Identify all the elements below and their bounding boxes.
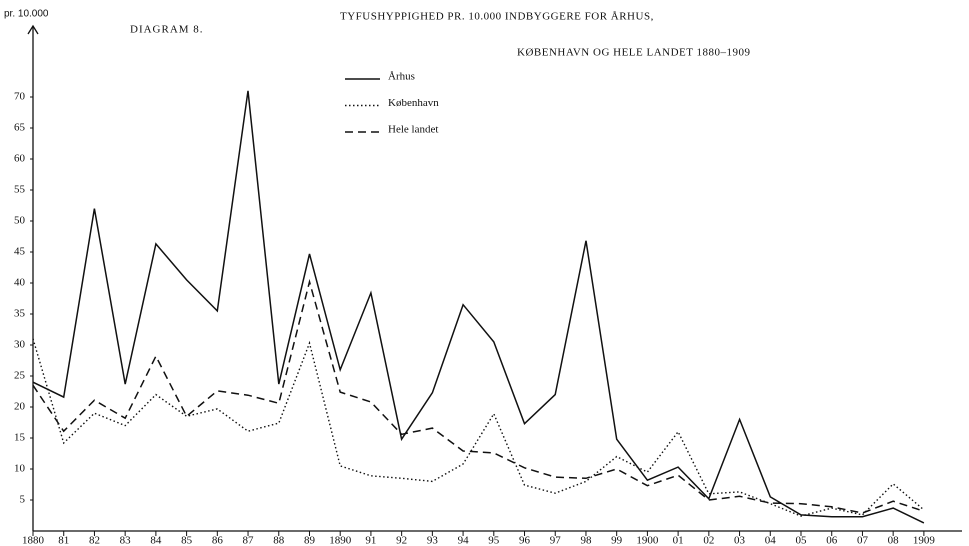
x-tick-label: 07 xyxy=(857,535,869,546)
y-tick-label: 10 xyxy=(14,463,26,475)
x-tick-label: 99 xyxy=(611,535,623,546)
x-tick-label: 1909 xyxy=(913,535,936,546)
x-tick-label: 95 xyxy=(488,535,500,546)
x-tick-label: 89 xyxy=(304,535,316,546)
x-tick-label: 94 xyxy=(458,535,470,546)
x-tick-label: 96 xyxy=(519,535,531,546)
series-line xyxy=(32,338,925,517)
x-tick-label: 92 xyxy=(396,535,407,546)
x-tick-label: 08 xyxy=(888,535,900,546)
y-tick-label: 45 xyxy=(14,246,26,258)
y-tick-label: 55 xyxy=(14,184,26,196)
x-tick-label: 83 xyxy=(120,535,132,546)
x-tick-label: 04 xyxy=(765,535,777,546)
y-tick-label: 20 xyxy=(14,401,26,413)
x-tick-label: 1880 xyxy=(22,535,45,546)
x-tick-label: 06 xyxy=(826,535,838,546)
x-tick-label: 01 xyxy=(673,535,684,546)
x-tick-label: 05 xyxy=(796,535,808,546)
x-tick-label: 93 xyxy=(427,535,439,546)
y-tick-label: 30 xyxy=(14,339,26,351)
y-tick-label: 35 xyxy=(14,308,26,320)
x-tick-label: 84 xyxy=(150,535,162,546)
y-tick-label: 70 xyxy=(14,91,26,103)
x-tick-label: 98 xyxy=(580,535,592,546)
y-tick-label: 50 xyxy=(14,215,26,227)
x-tick-label: 87 xyxy=(243,535,255,546)
x-tick-label: 88 xyxy=(273,535,285,546)
y-tick-label: 25 xyxy=(14,370,26,382)
x-tick-label: 81 xyxy=(58,535,69,546)
chart-title: TYFUSHYPPIGHED PR. 10.000 INDBYGGERE FOR… xyxy=(340,11,654,23)
legend-label: Hele landet xyxy=(388,124,438,136)
x-tick-label: 85 xyxy=(181,535,193,546)
series-line xyxy=(32,278,925,514)
x-tick-label: 97 xyxy=(550,535,562,546)
y-axis-arrow xyxy=(27,24,39,35)
y-tick-label: 5 xyxy=(20,494,26,506)
y-tick-label: 40 xyxy=(14,277,26,289)
y-tick-label: 60 xyxy=(14,153,26,165)
diagram-label: DIAGRAM 8. xyxy=(130,24,204,36)
x-tick-label: 1900 xyxy=(636,535,659,546)
chart-subtitle: KØBENHAVN OG HELE LANDET 1880–1909 xyxy=(517,47,751,59)
y-tick-label: 15 xyxy=(14,432,26,444)
legend-label: København xyxy=(388,97,439,109)
legend-label: Århus xyxy=(388,71,415,83)
x-tick-label: 03 xyxy=(734,535,746,546)
series-line xyxy=(32,90,925,524)
y-tick-label: 65 xyxy=(14,122,26,134)
x-tick-label: 91 xyxy=(365,535,376,546)
x-tick-label: 02 xyxy=(703,535,714,546)
x-tick-label: 82 xyxy=(89,535,100,546)
y-axis-label: pr. 10.000 xyxy=(4,9,49,20)
x-tick-label: 86 xyxy=(212,535,224,546)
x-tick-label: 1890 xyxy=(329,535,352,546)
